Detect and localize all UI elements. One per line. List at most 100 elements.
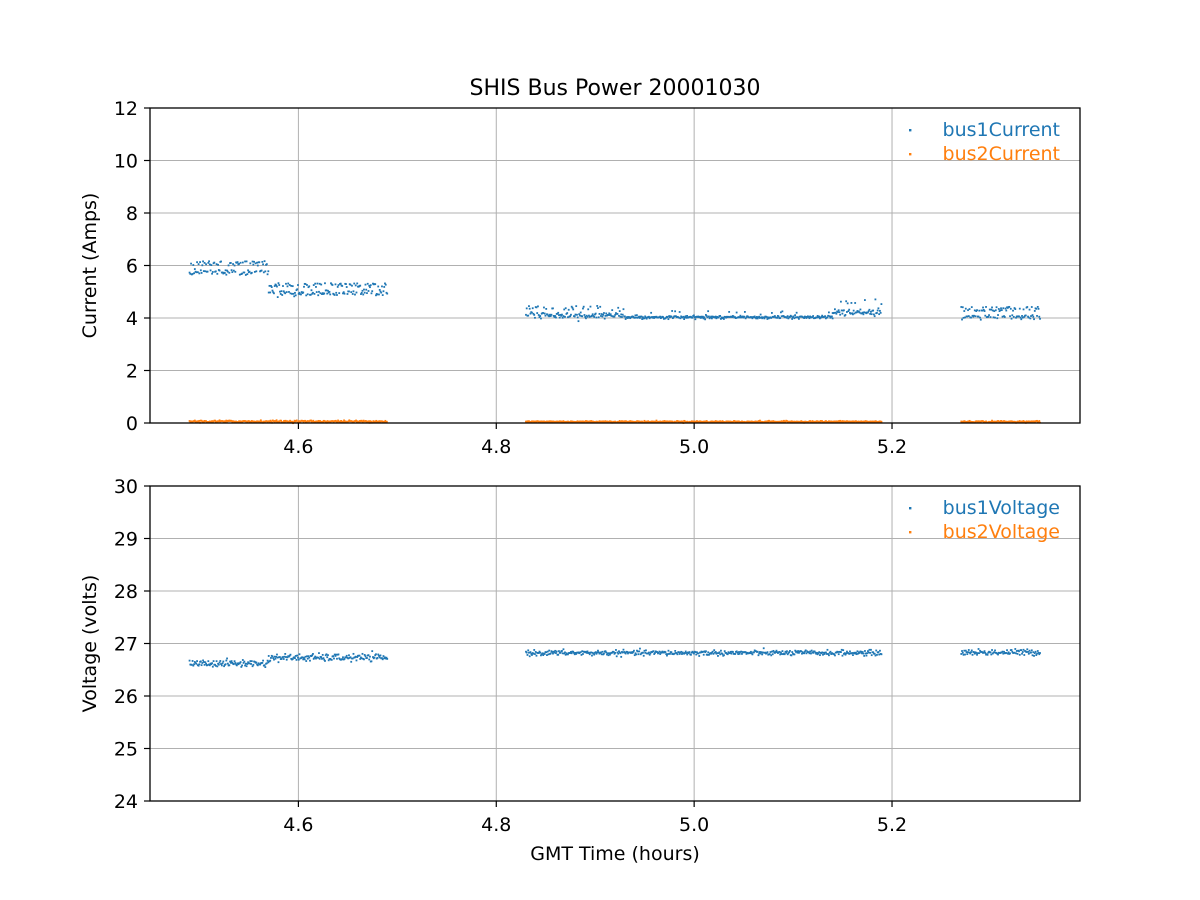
data-point bbox=[873, 313, 875, 316]
data-point bbox=[1032, 651, 1035, 654]
data-point bbox=[201, 662, 204, 664]
data-point bbox=[601, 650, 604, 653]
data-point bbox=[297, 421, 300, 424]
data-point bbox=[1004, 307, 1007, 310]
data-point bbox=[350, 660, 353, 663]
data-point bbox=[662, 316, 665, 319]
data-point bbox=[528, 655, 531, 658]
data-point bbox=[994, 316, 996, 319]
data-point bbox=[1013, 307, 1016, 309]
x-axis-label: GMT Time (hours) bbox=[530, 843, 700, 865]
data-point bbox=[855, 651, 857, 654]
data-point bbox=[1014, 648, 1017, 650]
data-point bbox=[609, 420, 611, 423]
data-point bbox=[265, 662, 268, 665]
data-point bbox=[704, 314, 707, 316]
data-point bbox=[644, 651, 647, 654]
data-point bbox=[211, 271, 214, 273]
data-point bbox=[967, 315, 970, 317]
data-point bbox=[381, 657, 383, 660]
data-point bbox=[579, 314, 581, 317]
data-point bbox=[570, 652, 573, 655]
data-point bbox=[190, 262, 192, 265]
data-point bbox=[713, 649, 716, 652]
data-point bbox=[782, 420, 785, 423]
data-point bbox=[567, 653, 569, 656]
data-point bbox=[1026, 306, 1029, 308]
data-point bbox=[732, 651, 734, 653]
legend-label: bus1Current bbox=[943, 119, 1060, 141]
data-point bbox=[215, 660, 218, 663]
data-point bbox=[375, 419, 378, 422]
data-point bbox=[827, 653, 830, 655]
data-point bbox=[970, 651, 972, 654]
data-point bbox=[572, 650, 575, 653]
data-point bbox=[214, 664, 217, 667]
data-point bbox=[342, 291, 345, 294]
data-point bbox=[304, 655, 307, 658]
data-point bbox=[967, 309, 969, 312]
data-point bbox=[775, 649, 778, 652]
data-point bbox=[330, 658, 333, 661]
data-point bbox=[302, 421, 305, 423]
data-point bbox=[381, 294, 384, 296]
data-point bbox=[285, 656, 287, 658]
data-point bbox=[678, 653, 681, 655]
data-point bbox=[990, 653, 993, 656]
data-point bbox=[767, 421, 770, 423]
data-point bbox=[668, 316, 671, 319]
data-point bbox=[787, 317, 790, 320]
data-point bbox=[774, 651, 777, 653]
data-point bbox=[726, 653, 729, 656]
data-point bbox=[979, 316, 981, 319]
data-point bbox=[227, 264, 230, 267]
data-point bbox=[282, 656, 284, 658]
data-point bbox=[285, 658, 288, 661]
data-point bbox=[218, 269, 221, 272]
data-point bbox=[792, 315, 795, 318]
data-point bbox=[812, 651, 815, 654]
data-point bbox=[275, 284, 278, 287]
data-point bbox=[353, 282, 356, 285]
data-point bbox=[805, 652, 808, 655]
data-point bbox=[986, 653, 989, 656]
data-point bbox=[878, 653, 881, 656]
data-point bbox=[263, 664, 266, 667]
data-point bbox=[354, 655, 357, 658]
data-point bbox=[549, 420, 551, 423]
y-tick-label: 28 bbox=[114, 581, 138, 603]
data-point bbox=[271, 289, 274, 292]
data-point bbox=[562, 420, 565, 423]
data-point bbox=[712, 652, 715, 655]
data-point bbox=[1018, 420, 1021, 422]
data-point bbox=[997, 308, 1000, 310]
data-point bbox=[562, 315, 565, 317]
data-point bbox=[249, 262, 252, 265]
data-point bbox=[217, 420, 220, 423]
data-point bbox=[801, 651, 804, 653]
data-point bbox=[675, 421, 677, 424]
data-point bbox=[616, 312, 619, 315]
data-point bbox=[557, 653, 560, 656]
data-point bbox=[692, 651, 695, 654]
data-point bbox=[791, 318, 794, 320]
data-point bbox=[631, 652, 634, 654]
data-point bbox=[764, 651, 767, 654]
data-point bbox=[714, 315, 717, 318]
data-point bbox=[666, 654, 668, 657]
data-point bbox=[234, 662, 237, 664]
data-point bbox=[652, 650, 655, 653]
data-point bbox=[255, 270, 258, 273]
data-point bbox=[849, 650, 851, 653]
data-point bbox=[821, 420, 824, 423]
data-point bbox=[195, 662, 198, 665]
data-point bbox=[197, 263, 200, 265]
data-point bbox=[378, 293, 380, 296]
data-point bbox=[200, 664, 203, 667]
data-point bbox=[1018, 315, 1020, 318]
data-point bbox=[707, 651, 710, 654]
data-point bbox=[276, 285, 278, 288]
data-point bbox=[674, 315, 677, 318]
data-point bbox=[966, 315, 969, 318]
data-point bbox=[880, 653, 883, 656]
